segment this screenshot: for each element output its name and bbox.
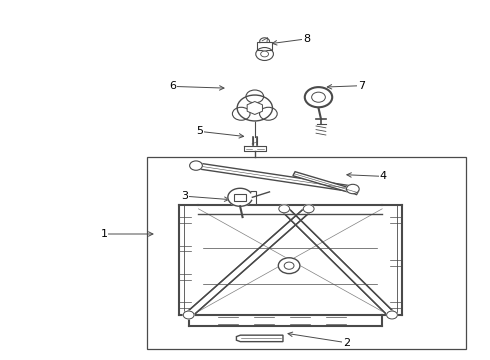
Circle shape [237,95,272,121]
Circle shape [305,87,332,107]
Polygon shape [198,205,382,214]
Polygon shape [186,207,312,317]
FancyBboxPatch shape [245,191,256,204]
Circle shape [183,311,194,319]
Text: 8: 8 [272,34,310,45]
Circle shape [246,90,264,103]
Circle shape [260,107,277,120]
FancyBboxPatch shape [257,42,272,50]
Circle shape [228,188,252,206]
Polygon shape [281,207,395,317]
Text: 4: 4 [347,171,387,181]
Text: 7: 7 [327,81,365,91]
Circle shape [190,161,202,170]
Polygon shape [237,335,283,342]
Circle shape [232,107,250,120]
Polygon shape [195,163,354,192]
Circle shape [279,205,290,213]
Text: 2: 2 [288,332,350,348]
Circle shape [261,51,269,57]
Polygon shape [247,102,263,114]
Circle shape [303,205,314,213]
FancyBboxPatch shape [234,194,246,201]
Text: 1: 1 [101,229,153,239]
Text: 3: 3 [182,191,229,201]
Text: 6: 6 [170,81,224,91]
Text: 5: 5 [196,126,244,138]
Circle shape [284,262,294,269]
Circle shape [346,184,359,194]
Polygon shape [244,146,266,151]
Polygon shape [293,172,359,195]
Circle shape [387,311,397,319]
Circle shape [312,92,325,102]
Circle shape [278,258,300,274]
Circle shape [256,48,273,60]
Bar [147,157,465,349]
